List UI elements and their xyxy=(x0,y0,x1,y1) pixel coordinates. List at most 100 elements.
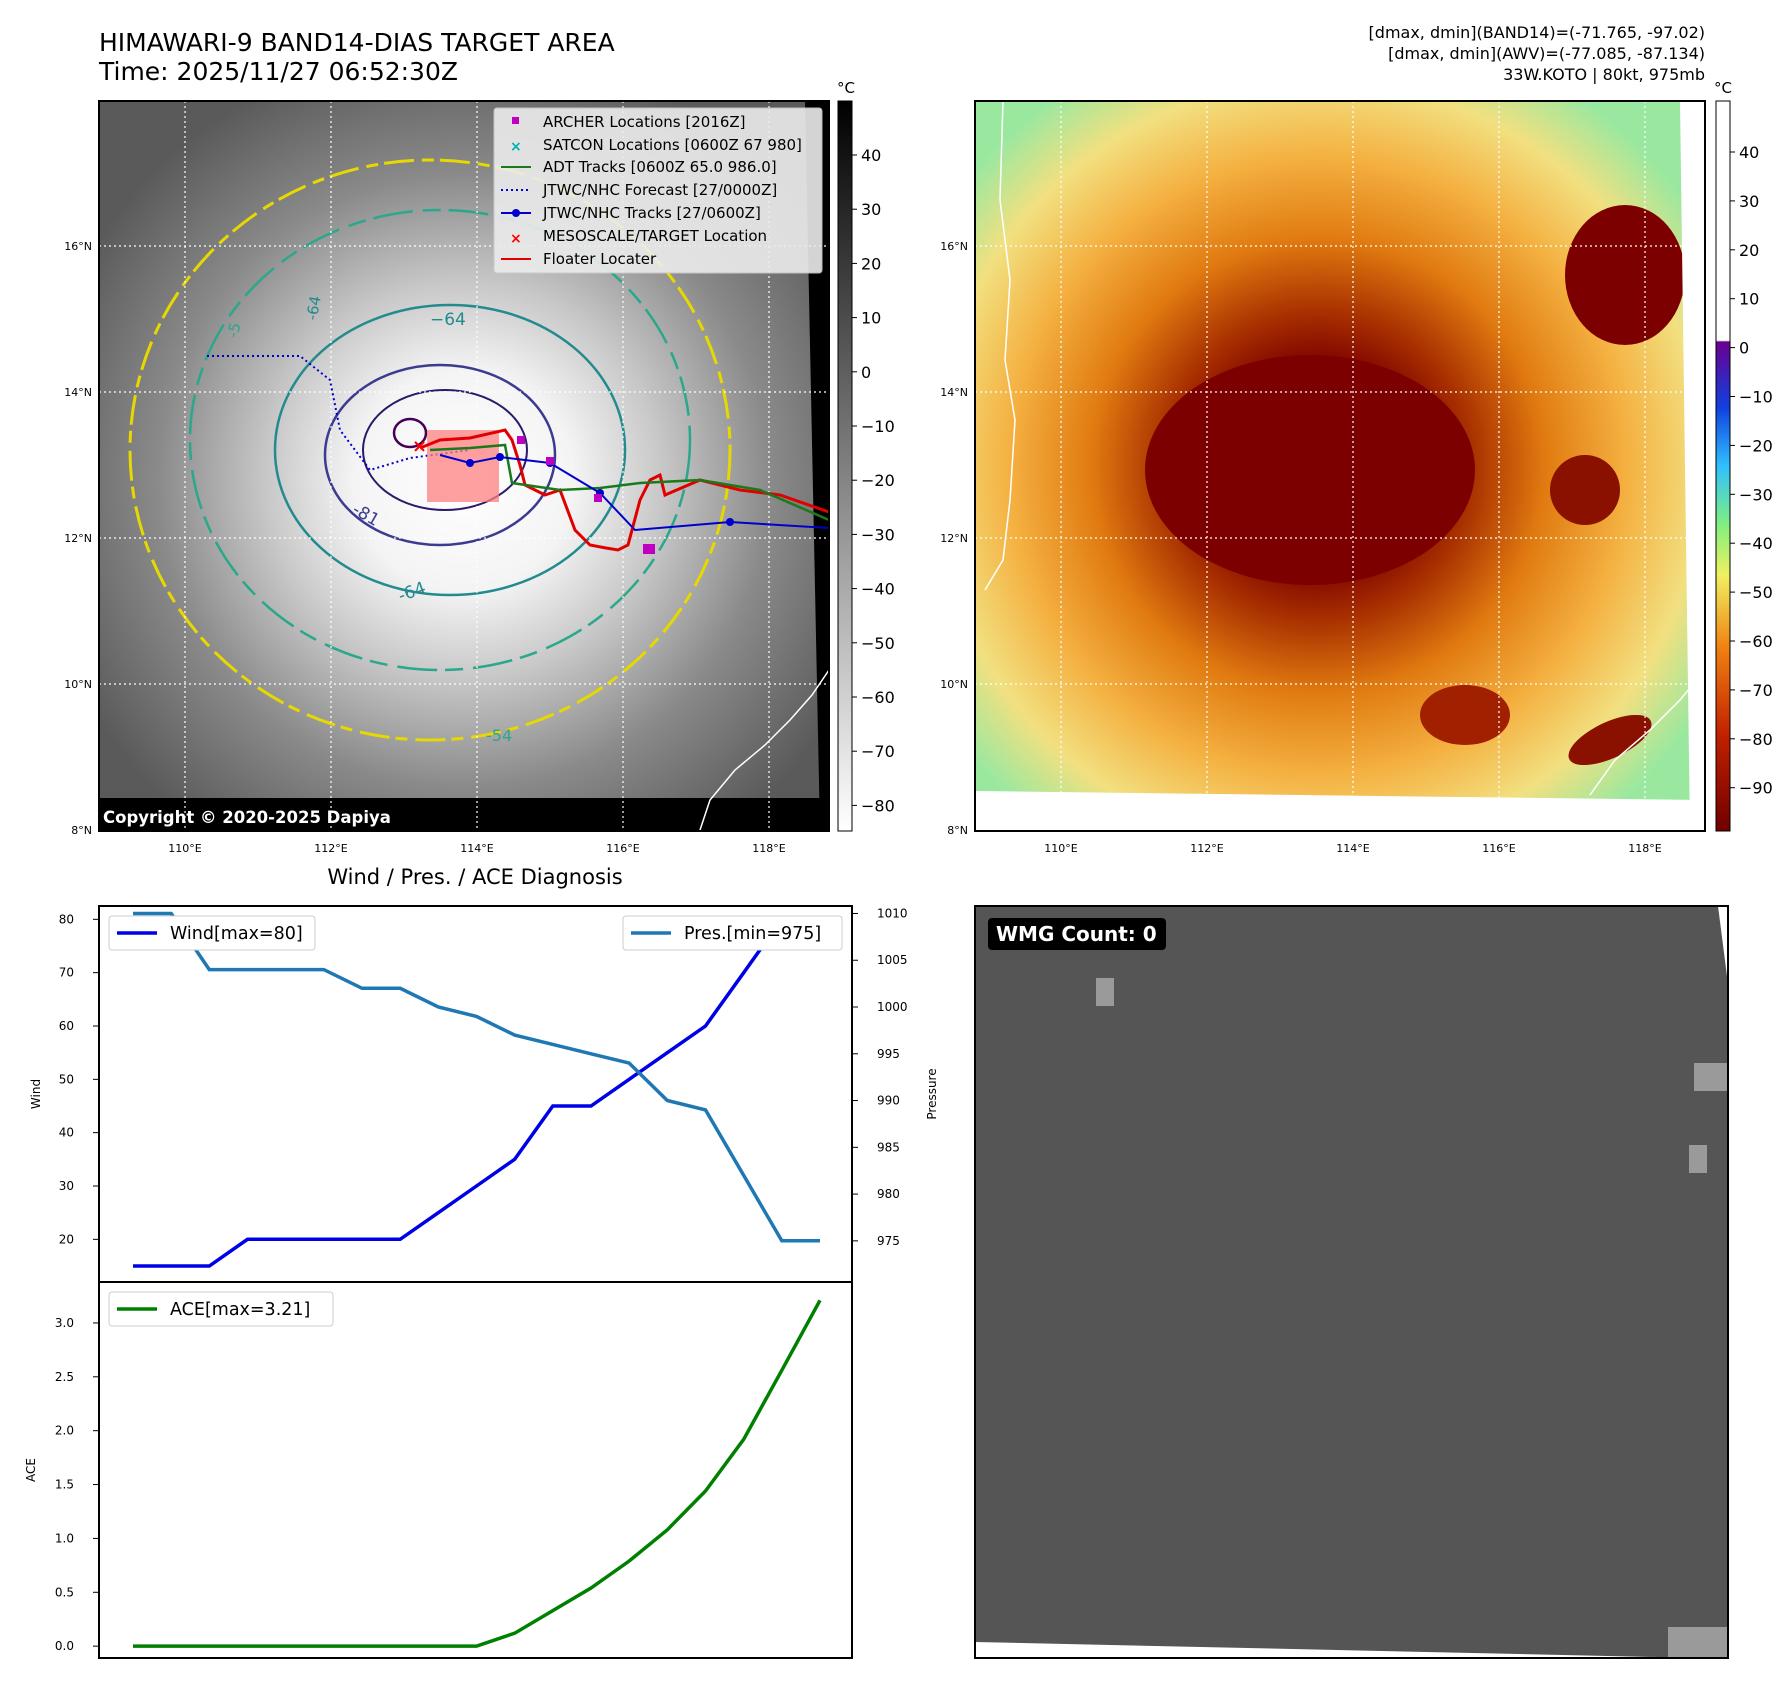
color-lon-labels: 110°E 112°E 114°E 116°E 118°E xyxy=(1044,842,1661,855)
wmg-panel: WMG Count: 0 xyxy=(974,905,1729,1659)
irTicks-label-12: −80 xyxy=(861,796,895,815)
wmg-frame xyxy=(974,905,1729,1659)
wind-legend-label: Wind[max=80] xyxy=(170,924,303,944)
legend-marker-jtwc-dot xyxy=(512,209,520,217)
color-map-bottom-blank xyxy=(975,791,1705,831)
copyright: Copyright © 2020-2025 Dapiya xyxy=(103,808,391,827)
color-colorbar: °C 40 30 20 10 0 −10 −20 −30 −40 −50 −60 −70 −80 −90 xyxy=(1714,79,1773,832)
color-map-edge-blank xyxy=(1680,101,1705,831)
wind-tick-label-6: 20 xyxy=(59,1232,74,1246)
pressure-ticks: 1010 1005 1000 995 990 985 980 975 xyxy=(852,906,908,1248)
wmg-label-box xyxy=(988,918,1166,950)
irTicks-label-11: −70 xyxy=(861,742,895,761)
ace-tick-label-5: 0.5 xyxy=(55,1585,74,1599)
wmg-patch-1 xyxy=(1096,978,1114,1006)
legend-adt: ADT Tracks [0600Z 65.0 986.0] xyxy=(543,158,777,176)
color-coastline-west xyxy=(984,101,1016,591)
legend-forecast: JTWC/NHC Forecast [27/0000Z] xyxy=(542,181,777,199)
pressure-tick-label-4: 990 xyxy=(877,1094,900,1108)
pressure-tick-label-5: 985 xyxy=(877,1140,900,1154)
color-gridlines xyxy=(975,101,1705,831)
ace-tick-label-3: 1.5 xyxy=(55,1478,74,1492)
legend-floater: Floater Locater xyxy=(543,250,657,268)
ace-axis-label: ACE xyxy=(24,1458,38,1482)
contour-teal-inner xyxy=(273,303,627,597)
legend-marker-satcon: × xyxy=(510,139,522,155)
color-lon-118: 118°E xyxy=(1628,842,1661,855)
color-lat-16: 16°N xyxy=(940,240,968,253)
jtwc-track xyxy=(439,454,829,532)
legend-mesoscale: MESOSCALE/TARGET Location xyxy=(543,227,767,245)
colTicks-label-1: 30 xyxy=(1739,192,1759,211)
ir-map-edge-strip xyxy=(805,101,829,831)
wmg-patch-4 xyxy=(1668,1627,1728,1658)
ir-lat-10: 10°N xyxy=(64,678,92,691)
ace-legend-label: ACE[max=3.21] xyxy=(170,1300,310,1320)
ace-tick-label-0: 3.0 xyxy=(55,1316,74,1330)
colTicks-label-12: −80 xyxy=(1739,730,1773,749)
color-colorbar-unit: °C xyxy=(1714,79,1732,97)
mesoscale-marker: × xyxy=(412,436,427,457)
irTicks-label-0: 40 xyxy=(861,146,881,165)
colTicks-label-7: −30 xyxy=(1739,485,1773,504)
contour-teal-outer xyxy=(188,208,692,672)
ace-chart: ACE 3.0 2.5 2.0 1.5 1.0 0.5 0.0 ACE[max=3.21] xyxy=(24,1281,853,1659)
color-map: 16°N 14°N 12°N 10°N 8°N 110°E 112°E 114°… xyxy=(940,100,1706,855)
ir-colorbar-unit: °C xyxy=(837,79,855,97)
irTicks-label-3: 10 xyxy=(861,309,881,328)
pressure-legend-box xyxy=(622,915,843,951)
colTicks-label-11: −70 xyxy=(1739,681,1773,700)
color-map-frame xyxy=(974,100,1706,832)
color-colorbar-ticks: 40 30 20 10 0 −10 −20 −30 −40 −50 −60 −70 −80 −90 xyxy=(1730,143,1773,798)
ace-tick-label-1: 2.5 xyxy=(55,1370,74,1384)
colTicks-label-13: −90 xyxy=(1739,779,1773,798)
irTicks-label-2: 20 xyxy=(861,254,881,273)
ir-lon-labels: 110°E 112°E 114°E 116°E 118°E xyxy=(168,842,785,855)
pressure-tick-label-2: 1000 xyxy=(877,1000,908,1014)
legend-marker-mesoscale: × xyxy=(510,231,522,247)
legend-marker-archer xyxy=(512,117,519,124)
wind-ticks: 80 70 60 50 40 30 20 xyxy=(59,912,99,1246)
ace-tick-label-6: 0.0 xyxy=(55,1639,74,1653)
ir-map-bottom-strip xyxy=(99,798,829,831)
pressure-axis-label: Pressure xyxy=(925,1068,939,1119)
ir-lon-116: 116°E xyxy=(606,842,639,855)
wind-pressure-chart: Wind / Pres. / ACE Diagnosis Wind Pressu… xyxy=(29,865,939,1283)
ir-legend: ARCHER Locations [2016Z] × SATCON Locati… xyxy=(493,107,823,274)
diagnosis-title: Wind / Pres. / ACE Diagnosis xyxy=(327,865,622,889)
colTicks-label-0: 40 xyxy=(1739,143,1759,162)
irTicks-label-1: 30 xyxy=(861,200,881,219)
ir-lon-114: 114°E xyxy=(460,842,493,855)
irTicks-label-8: −40 xyxy=(861,580,895,599)
info-storm: 33W.KOTO | 80kt, 975mb xyxy=(1503,65,1705,84)
color-lat-14: 14°N xyxy=(940,386,968,399)
ir-lon-110: 110°E xyxy=(168,842,201,855)
pressure-legend-label: Pres.[min=975] xyxy=(684,924,821,944)
ace-chart-frame xyxy=(98,1281,853,1659)
ace-legend: ACE[max=3.21] xyxy=(108,1291,334,1327)
irTicks-label-7: −30 xyxy=(861,525,895,544)
pressure-tick-label-6: 980 xyxy=(877,1187,900,1201)
wmg-label: WMG Count: 0 xyxy=(996,922,1157,946)
floater-track xyxy=(419,428,829,552)
figure-title: HIMAWARI-9 BAND14-DIAS TARGET AREA xyxy=(99,28,615,57)
color-lat-12: 12°N xyxy=(940,532,968,545)
color-lat-labels: 16°N 14°N 12°N 10°N 8°N xyxy=(940,240,968,837)
colTicks-label-10: −60 xyxy=(1739,632,1773,651)
colTicks-label-3: 10 xyxy=(1739,290,1759,309)
wind-line xyxy=(133,917,820,1268)
contour-navy-inner xyxy=(362,389,528,511)
color-lon-112: 112°E xyxy=(1190,842,1223,855)
color-coastline-east xyxy=(1589,669,1705,796)
color-lon-110: 110°E xyxy=(1044,842,1077,855)
contour-yellow-outer xyxy=(128,158,732,742)
pressure-tick-label-0: 1010 xyxy=(877,906,908,920)
wind-legend-box xyxy=(108,915,316,951)
wind-tick-label-0: 80 xyxy=(59,912,74,926)
color-map-band-se xyxy=(1568,714,1652,766)
wmg-patch-2 xyxy=(1694,1063,1728,1091)
color-map-band-ne xyxy=(1565,205,1685,345)
adt-track xyxy=(429,443,829,522)
ace-line xyxy=(133,1299,822,1648)
